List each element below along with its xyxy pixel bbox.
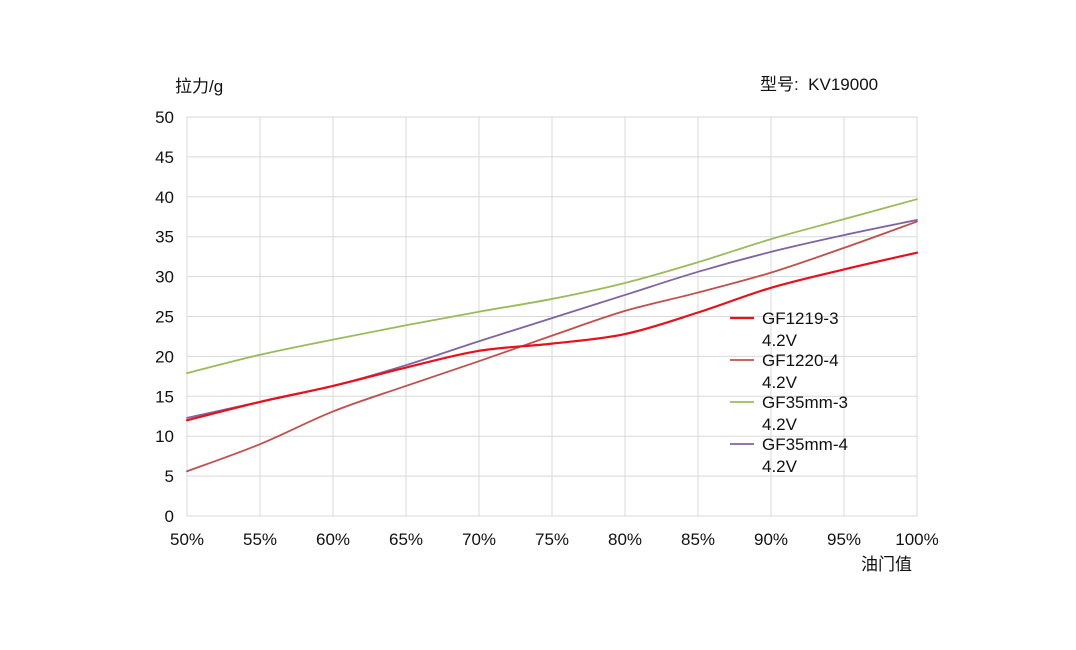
x-tick-label: 60% — [316, 530, 350, 549]
y-tick-label: 5 — [165, 467, 174, 486]
series-lines — [185, 198, 919, 473]
legend-label: 4.2V — [762, 457, 798, 476]
y-tick-label: 20 — [155, 347, 174, 366]
x-tick-label: 95% — [827, 530, 861, 549]
y-tick-label: 15 — [155, 387, 174, 406]
legend-item: GF35mm-4 4.2V — [730, 435, 848, 476]
model-label: 型号: KV19000 — [760, 75, 878, 94]
x-tick-label: 90% — [754, 530, 788, 549]
y-tick-label: 35 — [155, 228, 174, 247]
x-tick-label: 80% — [608, 530, 642, 549]
legend-label: 4.2V — [762, 331, 798, 350]
y-tick-label: 30 — [155, 268, 174, 287]
y-axis-title: 拉力/g — [175, 77, 223, 96]
legend-item: GF1219-3 4.2V — [730, 309, 839, 350]
legend-label: GF35mm-4 — [762, 435, 848, 454]
legend-item: GF35mm-3 4.2V — [730, 393, 848, 434]
y-axis-tick-labels: 0 5 10 15 20 25 30 35 40 45 50 — [155, 108, 174, 526]
x-tick-label: 85% — [681, 530, 715, 549]
y-tick-label: 0 — [165, 507, 174, 526]
x-tick-label: 75% — [535, 530, 569, 549]
series-line-1 — [185, 251, 919, 422]
legend-item: GF1220-4 4.2V — [730, 351, 839, 392]
series-line-3 — [186, 198, 918, 375]
legend-label: GF1220-4 — [762, 351, 839, 370]
x-tick-label: 50% — [170, 530, 204, 549]
legend-label: 4.2V — [762, 415, 798, 434]
series-line-2 — [186, 220, 918, 473]
y-tick-label: 40 — [155, 188, 174, 207]
y-tick-label: 25 — [155, 308, 174, 327]
y-tick-label: 45 — [155, 148, 174, 167]
legend: GF1219-34.2VGF1220-44.2VGF35mm-34.2VGF35… — [730, 309, 848, 476]
x-tick-label: 65% — [389, 530, 423, 549]
x-tick-label: 55% — [243, 530, 277, 549]
plot-area-border — [186, 116, 918, 517]
x-axis-tick-labels: 50% 55% 60% 65% 70% 75% 80% 85% 90% 95% 100% — [170, 530, 939, 549]
x-tick-label: 100% — [895, 530, 938, 549]
x-axis-title: 油门值 — [861, 555, 912, 574]
x-tick-label: 70% — [462, 530, 496, 549]
y-tick-label: 50 — [155, 108, 174, 127]
legend-label: 4.2V — [762, 373, 798, 392]
y-tick-label: 10 — [155, 427, 174, 446]
legend-label: GF35mm-3 — [762, 393, 848, 412]
legend-label: GF1219-3 — [762, 309, 839, 328]
